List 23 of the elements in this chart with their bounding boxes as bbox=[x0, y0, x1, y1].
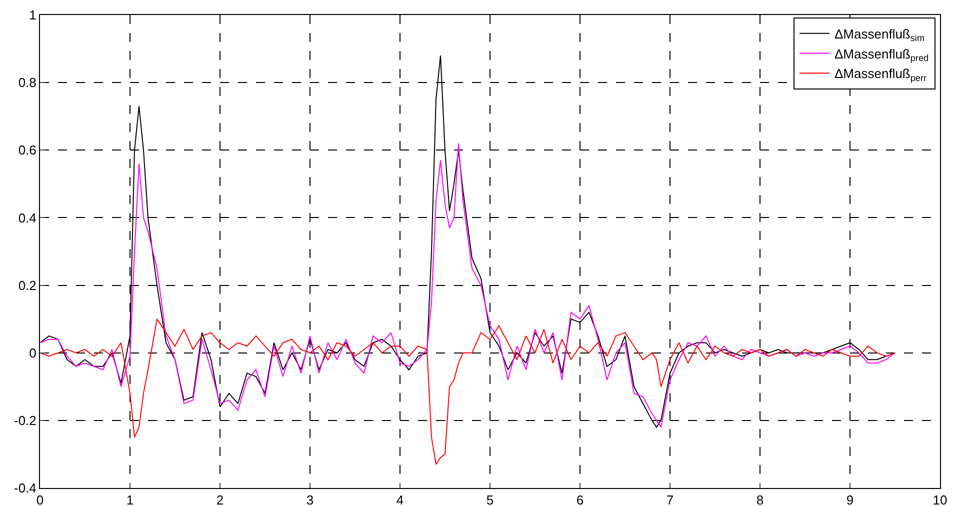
x-tick-label: 3 bbox=[306, 492, 314, 506]
y-tick-label: 0 bbox=[29, 345, 36, 360]
line-series bbox=[40, 142, 896, 428]
x-tick-label: 9 bbox=[846, 492, 854, 506]
x-tick-label: 7 bbox=[666, 492, 674, 506]
line-series bbox=[40, 318, 896, 465]
y-tick-label: 0.2 bbox=[18, 278, 36, 293]
y-tick-label: 0.8 bbox=[18, 75, 36, 90]
x-tick-label: 5 bbox=[486, 492, 494, 506]
x-tick-label: 4 bbox=[396, 492, 404, 506]
legend-label: ΔMassenfluß$_{pred}$ bbox=[834, 46, 929, 64]
y-tick-label: 1 bbox=[29, 8, 36, 23]
legend-label: ΔMassenfluß$_{sim}$ bbox=[834, 26, 925, 44]
legend-label: ΔMassenfluß$_{perr}$ bbox=[834, 66, 927, 83]
y-tick-label: 0.4 bbox=[18, 210, 36, 226]
x-tick-label: 1 bbox=[126, 492, 134, 506]
x-tick-label: 2 bbox=[216, 492, 224, 506]
x-tick-label: 8 bbox=[756, 492, 764, 506]
x-tick-label: 6 bbox=[576, 492, 584, 506]
x-tick-label: 10 bbox=[932, 492, 948, 506]
y-tick-label: -0.4 bbox=[14, 480, 36, 496]
y-tick-label: 0.6 bbox=[18, 142, 36, 158]
y-tick-label: -0.2 bbox=[14, 412, 36, 428]
